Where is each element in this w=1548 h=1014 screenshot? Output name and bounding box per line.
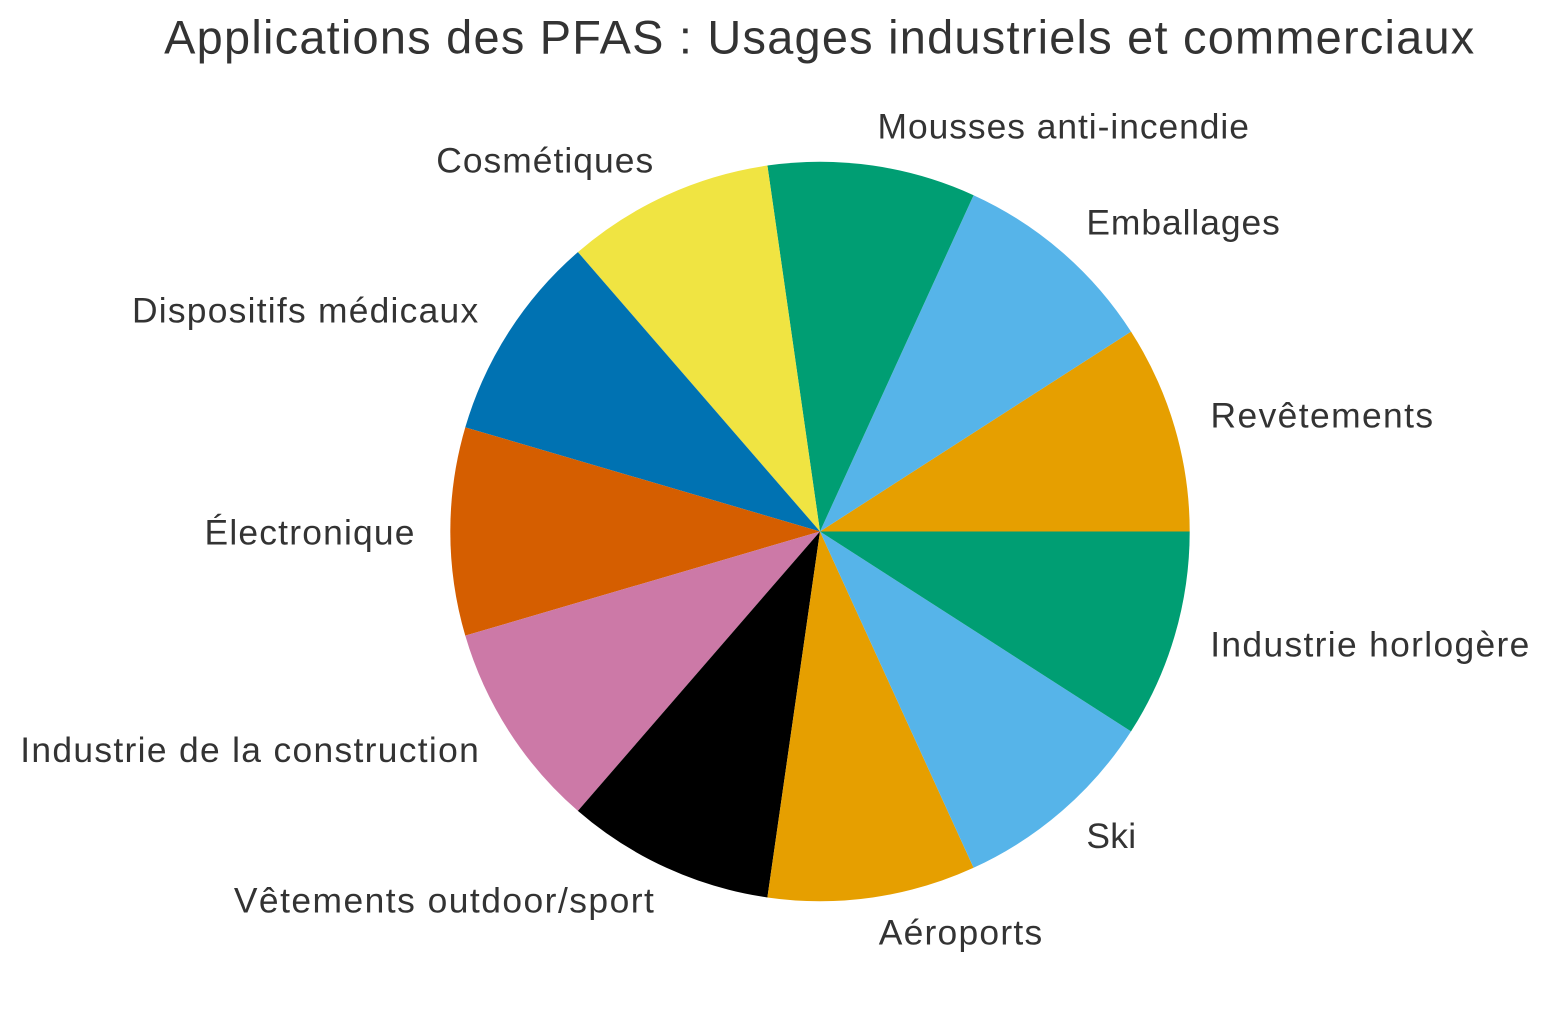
svg-text:Emballages: Emballages xyxy=(1086,202,1280,242)
svg-text:Applications des PFAS : Usages: Applications des PFAS : Usages industrie… xyxy=(164,11,1474,63)
svg-text:Vêtements outdoor/sport: Vêtements outdoor/sport xyxy=(234,880,654,920)
svg-text:Revêtements: Revêtements xyxy=(1211,396,1434,436)
svg-text:Aéroports: Aéroports xyxy=(879,912,1042,952)
svg-text:Cosmétiques: Cosmétiques xyxy=(436,140,653,180)
svg-text:Dispositifs médicaux: Dispositifs médicaux xyxy=(132,291,478,331)
svg-text:Ski: Ski xyxy=(1086,816,1136,856)
svg-text:Mousses anti-incendie: Mousses anti-incendie xyxy=(878,107,1249,147)
svg-text:Électronique: Électronique xyxy=(205,512,415,552)
svg-text:Industrie de la construction: Industrie de la construction xyxy=(20,730,479,770)
svg-text:Industrie horlogère: Industrie horlogère xyxy=(1210,625,1529,665)
